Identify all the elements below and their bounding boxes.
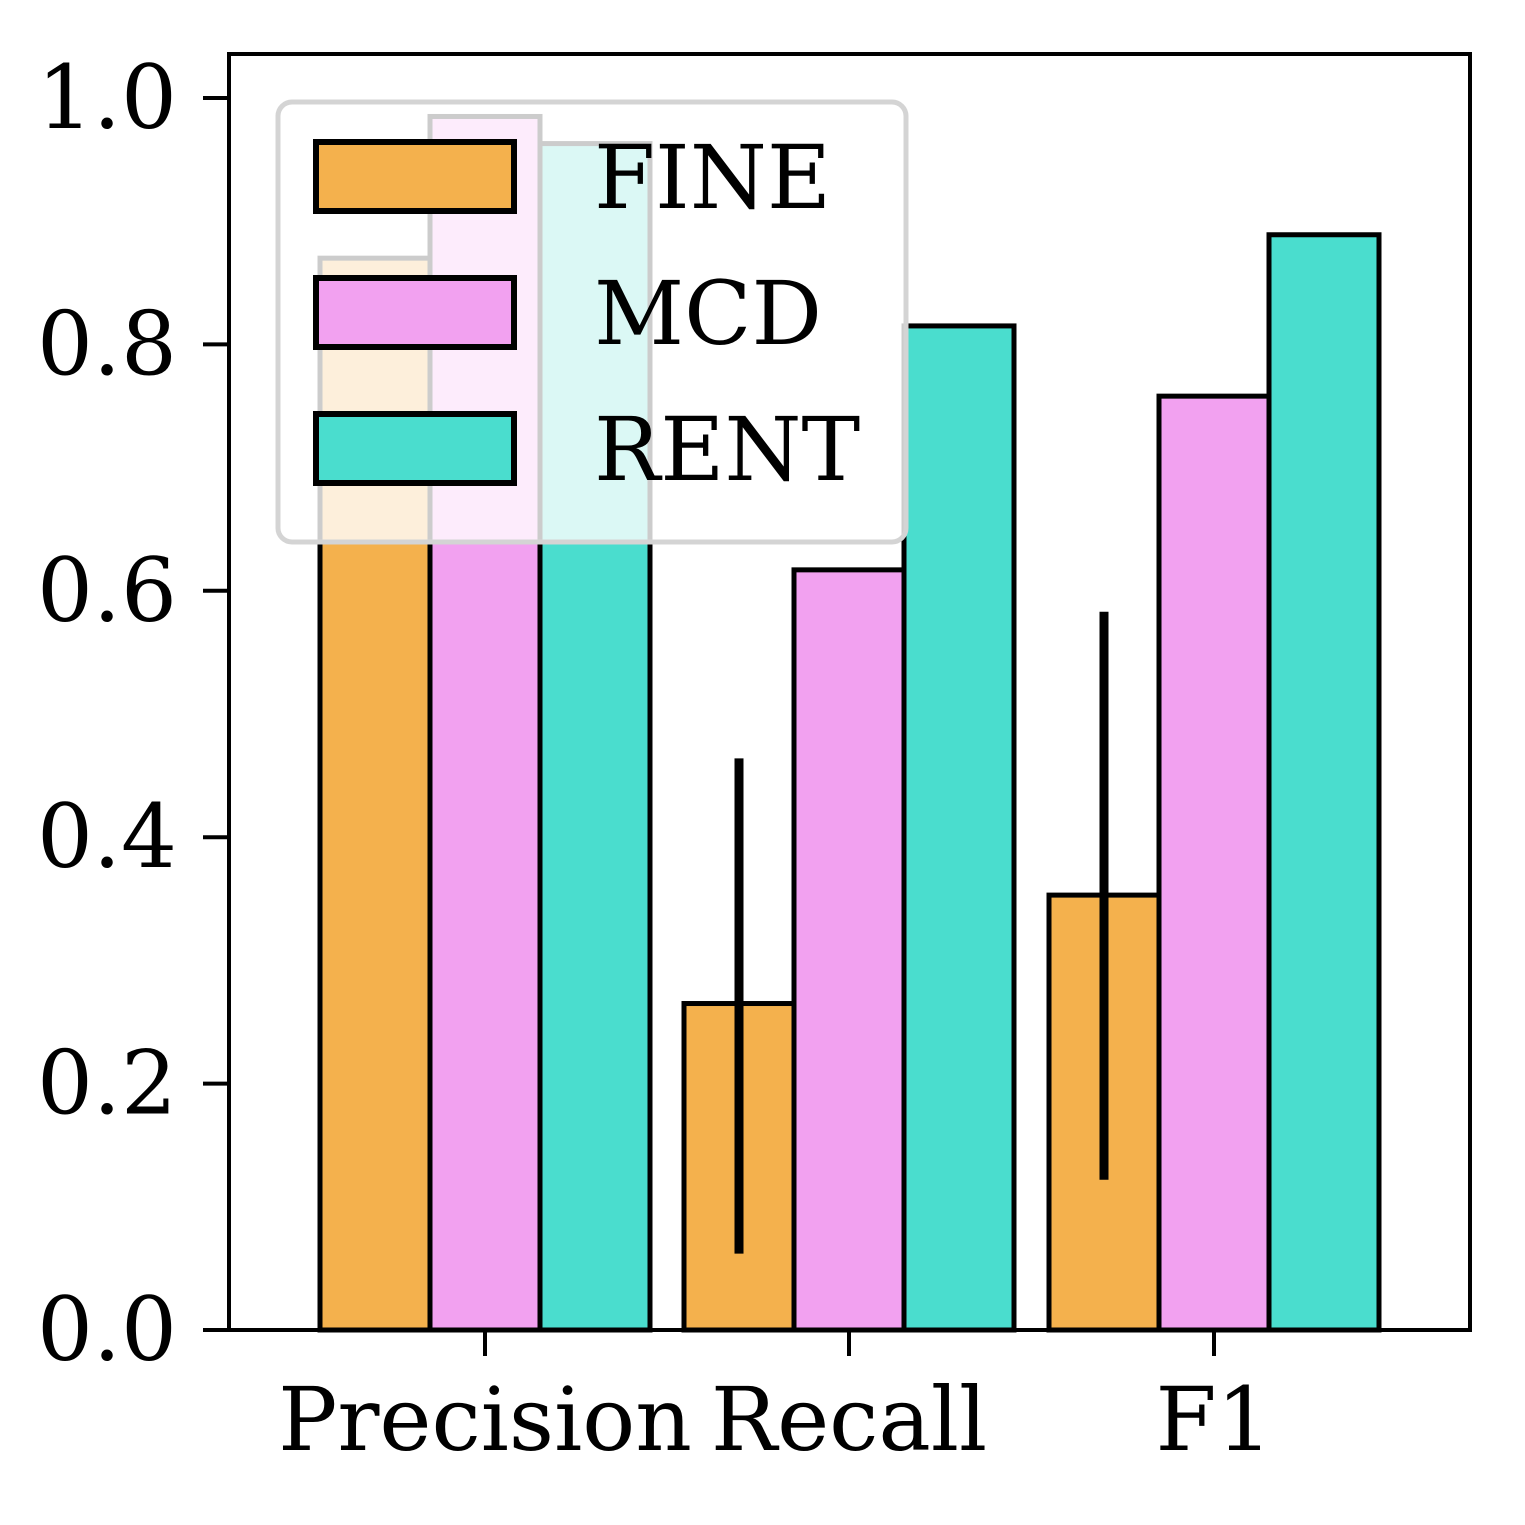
axes-layer: 0.0 0.2 0.4 0.6 0.8 1.0 Precision Recall F1 [37,46,1472,1471]
bar-rent-f1 [1266,232,1382,1333]
legend-label-rent: RENT [594,398,860,501]
x-tick-label-precision: Precision [278,1368,692,1471]
y-tick-label-0.2: 0.2 [37,1032,177,1135]
legend-label-fine: FINE [594,126,831,229]
bar-mcd-f1 [1156,393,1272,1333]
y-tick-label-0.0: 0.0 [37,1278,177,1381]
bar-mcd-recall [791,567,907,1333]
bar-rent-recall [901,323,1017,1333]
legend-swatch-mcd [313,275,517,350]
legend: FINE MCD RENT [275,99,909,545]
x-tick-label-f1: F1 [1155,1368,1272,1471]
errorbars-layer [734,611,1109,1254]
y-tick-label-0.4: 0.4 [37,785,177,888]
legend-label-mcd: MCD [594,262,822,365]
y-tick-label-0.6: 0.6 [37,539,177,642]
y-tick-label-0.8: 0.8 [37,292,177,395]
legend-swatch-rent [313,411,517,486]
x-tick-label-recall: Recall [711,1368,987,1471]
legend-swatch-fine [313,139,517,214]
y-tick-label-1.0: 1.0 [37,46,177,149]
